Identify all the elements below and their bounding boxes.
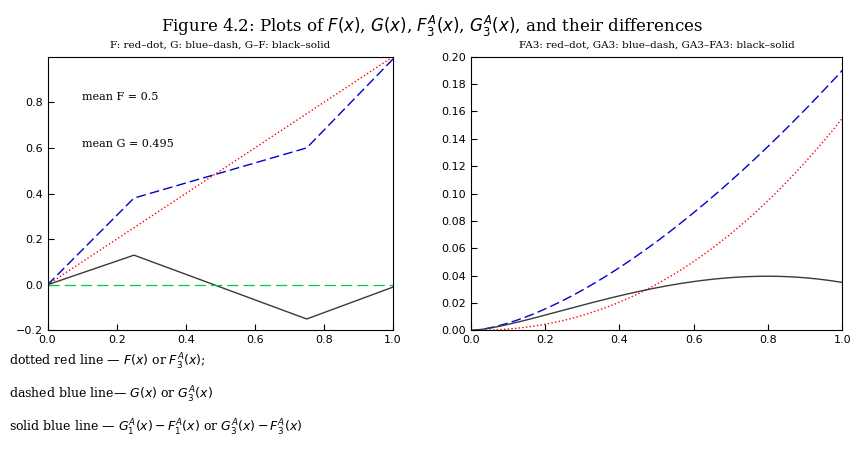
Text: FA3: red–dot, GA3: blue–dash, GA3–FA3: black–solid: FA3: red–dot, GA3: blue–dash, GA3–FA3: b… bbox=[518, 41, 795, 50]
Text: mean F = 0.5: mean F = 0.5 bbox=[82, 93, 158, 102]
Text: solid blue line — $G_1^A(x) - F_1^A(x)$ or $G_3^A(x) - F_3^A(x)$: solid blue line — $G_1^A(x) - F_1^A(x)$ … bbox=[9, 418, 302, 438]
Text: Figure 4.2: Plots of $F(x)$, $G(x)$, $F_3^A(x)$, $G_3^A(x)$, and their differenc: Figure 4.2: Plots of $F(x)$, $G(x)$, $F_… bbox=[161, 14, 703, 39]
Text: mean G = 0.495: mean G = 0.495 bbox=[82, 139, 174, 149]
Text: dotted red line — $F(x)$ or $F_3^A(x)$;: dotted red line — $F(x)$ or $F_3^A(x)$; bbox=[9, 352, 205, 372]
Text: F: red–dot, G: blue–dash, G–F: black–solid: F: red–dot, G: blue–dash, G–F: black–sol… bbox=[111, 41, 330, 50]
Text: dashed blue line— $G(x)$ or $G_3^A(x)$: dashed blue line— $G(x)$ or $G_3^A(x)$ bbox=[9, 385, 213, 405]
